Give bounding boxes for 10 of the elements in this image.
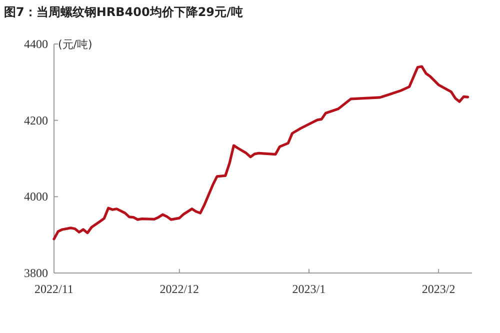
x-tick-label: 2022/11 <box>34 282 74 296</box>
y-tick-label: 4000 <box>24 190 48 204</box>
y-tick-label: 3800 <box>24 266 48 280</box>
chart-title: 图7：当周螺纹钢HRB400均价下降29元/吨 <box>4 5 243 19</box>
y-axis-title: (元/吨) <box>58 38 92 51</box>
y-tick-label: 4400 <box>24 37 48 51</box>
x-tick-label: 2023/1 <box>292 282 326 296</box>
y-tick-label: 4200 <box>24 113 48 128</box>
x-tick-label: 2022/12 <box>160 282 200 296</box>
x-tick-label: 2023/2 <box>422 282 456 296</box>
